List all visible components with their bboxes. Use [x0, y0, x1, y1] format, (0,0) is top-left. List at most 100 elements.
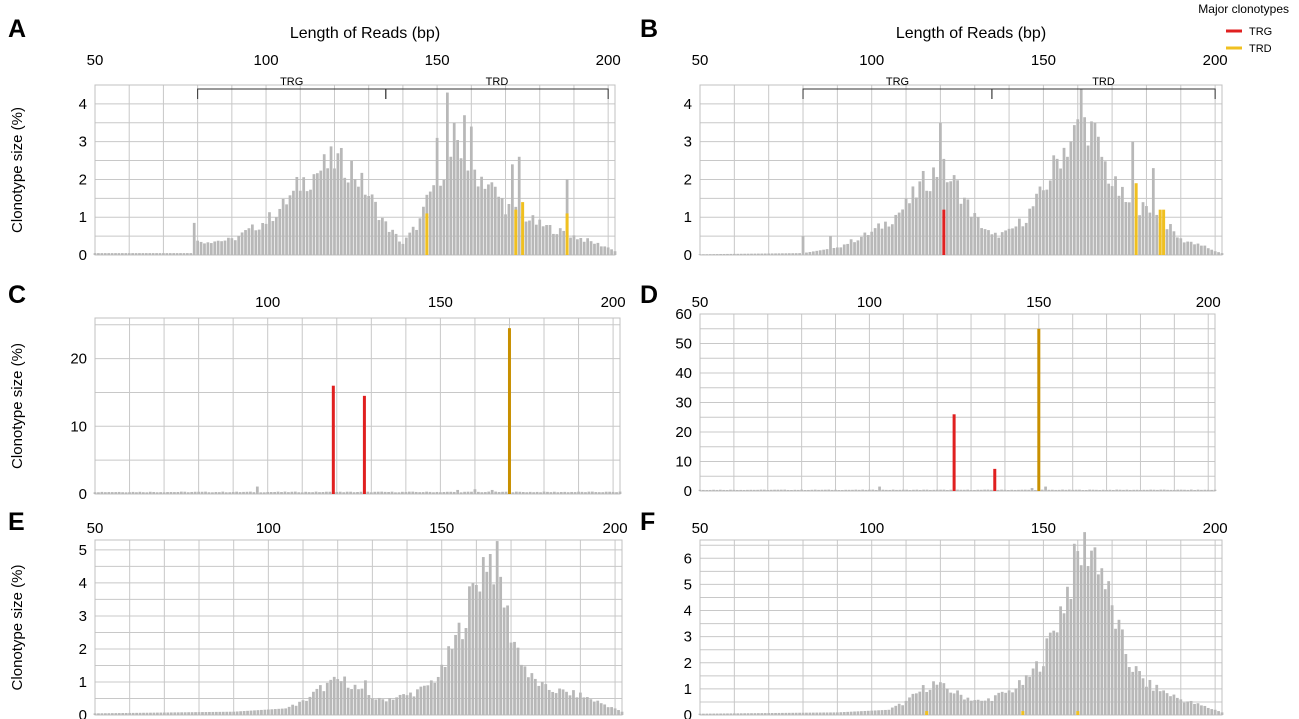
- bar: [1021, 684, 1025, 715]
- bar: [1013, 489, 1017, 491]
- panel-c: C 100 150 200 0 10 20 Clonotype size (%): [8, 281, 626, 503]
- bar: [611, 491, 615, 494]
- bar: [450, 649, 454, 715]
- bar: [363, 194, 367, 255]
- bar: [240, 232, 244, 255]
- bar: [203, 243, 206, 255]
- bar: [110, 713, 114, 715]
- bar: [415, 229, 418, 255]
- bar: [495, 541, 499, 715]
- bar: [856, 711, 860, 715]
- bar: [847, 489, 851, 491]
- bar: [979, 489, 983, 491]
- bar: [928, 191, 932, 255]
- bars: [698, 88, 1224, 256]
- bar: [811, 251, 815, 255]
- bar: [573, 492, 577, 494]
- grid: [94, 317, 621, 495]
- bar: [339, 681, 343, 715]
- bar: [1096, 136, 1100, 255]
- bar: [987, 698, 990, 715]
- bar: [1172, 231, 1176, 255]
- bar: [273, 491, 276, 494]
- bar: [1096, 574, 1100, 715]
- bar: [763, 489, 766, 491]
- bar: [433, 682, 437, 715]
- bar: [1084, 489, 1088, 491]
- bar: [594, 492, 598, 494]
- bar: [610, 707, 613, 715]
- bar: [513, 641, 516, 715]
- bar: [290, 491, 294, 494]
- bar: [956, 489, 959, 491]
- bar: [1074, 489, 1078, 491]
- bar: [868, 489, 871, 491]
- bar: [103, 492, 107, 494]
- bar: [469, 126, 473, 255]
- bar: [477, 491, 480, 494]
- bar: [104, 713, 107, 715]
- bar: [925, 190, 929, 255]
- bar: [1004, 692, 1008, 715]
- bar: [464, 628, 468, 715]
- bar: [767, 713, 771, 715]
- bar: [521, 492, 525, 494]
- bar: [312, 691, 315, 715]
- bar: [377, 697, 381, 715]
- bar: [698, 713, 702, 715]
- bar: [863, 232, 867, 255]
- y-tick-label: 1: [79, 674, 87, 691]
- bar: [1186, 701, 1190, 715]
- bar: [579, 237, 583, 255]
- bar: [1132, 489, 1136, 491]
- bar: [932, 489, 936, 491]
- bar: [439, 185, 442, 255]
- bar: [890, 707, 894, 715]
- bar: [854, 489, 858, 491]
- bar: [252, 492, 256, 494]
- bar: [381, 699, 385, 715]
- bar: [1148, 212, 1152, 255]
- bar: [422, 206, 425, 255]
- bar: [1091, 489, 1095, 491]
- bar: [1210, 489, 1213, 491]
- bar: [338, 491, 342, 494]
- x-tick-label: 200: [596, 52, 621, 69]
- bar: [545, 225, 548, 255]
- y-tick-label: 3: [684, 134, 692, 151]
- bar: [880, 228, 884, 255]
- bar: [1200, 705, 1203, 715]
- bar: [749, 489, 753, 491]
- major-clonotype-bar-trg: [331, 385, 335, 494]
- bar: [589, 241, 593, 255]
- bar: [888, 489, 892, 491]
- bar: [432, 185, 436, 255]
- bar: [531, 215, 535, 255]
- bar: [237, 235, 241, 255]
- x-tick-label: 50: [87, 52, 104, 69]
- bar: [1017, 489, 1020, 491]
- bar: [457, 622, 461, 715]
- bar: [568, 695, 572, 715]
- bar: [1128, 489, 1132, 491]
- bar: [204, 712, 208, 715]
- x-tick-label: 150: [429, 520, 454, 537]
- bar: [387, 231, 391, 255]
- major-clonotype-bar-trg: [942, 209, 946, 255]
- bar: [197, 491, 200, 494]
- bar: [1112, 489, 1115, 491]
- bar: [914, 197, 918, 255]
- bar: [555, 234, 559, 255]
- bar: [276, 491, 280, 494]
- y-tick-label: 6: [684, 550, 692, 567]
- y-tick-label: 4: [684, 603, 692, 620]
- bar: [189, 253, 193, 255]
- bar: [969, 490, 973, 491]
- bar: [1200, 489, 1203, 491]
- bar: [504, 491, 508, 494]
- bar: [367, 196, 371, 255]
- bar: [449, 491, 453, 494]
- y-tick-label: 1: [79, 209, 87, 226]
- bar: [148, 491, 152, 494]
